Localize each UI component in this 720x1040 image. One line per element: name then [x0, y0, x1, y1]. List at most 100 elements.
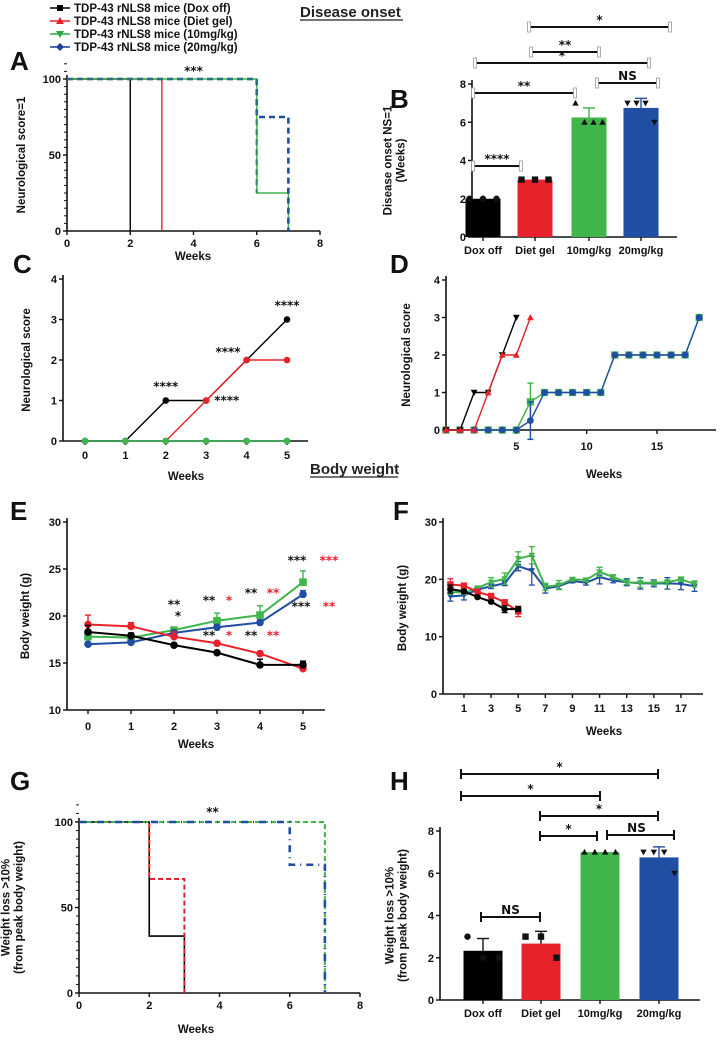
- data-point: [162, 397, 170, 404]
- x-tick-label: 1: [122, 450, 128, 462]
- series-line-20mg: [87, 593, 304, 646]
- bracket-end-cap: [519, 160, 523, 172]
- legend-label: TDP-43 rNLS8 mice (20mg/kg): [74, 42, 238, 54]
- y-axis-label: Body weight (g): [20, 573, 32, 659]
- x-axis-label: Weeks: [178, 739, 214, 751]
- y-tick-label: 0: [431, 689, 437, 701]
- data-point: [484, 389, 492, 396]
- bracket-end-cap: [471, 160, 475, 172]
- data-point: [501, 576, 508, 582]
- panel-label-f: F: [393, 496, 409, 526]
- bar-20mg: [623, 107, 659, 237]
- x-tick-label: 0: [85, 721, 91, 733]
- data-point: [127, 631, 135, 640]
- y-axis-label: Neurological score=1: [16, 96, 28, 213]
- data-point: [299, 578, 307, 586]
- x-tick-label: 2: [171, 721, 177, 733]
- bracket-end-cap: [668, 21, 672, 33]
- series-line-diet-gel: [446, 317, 532, 431]
- legend-entry-20mg: TDP-43 rNLS8 mice (20mg/kg): [50, 42, 238, 54]
- data-point: [127, 638, 135, 647]
- series-line-10mg: [446, 317, 700, 431]
- data-point: [299, 661, 307, 669]
- y-axis-label-line: Weight loss >10%: [1, 859, 13, 956]
- x-tick-label: 5: [515, 703, 521, 715]
- bar-10mg: [580, 852, 620, 1000]
- significance-label: ****: [153, 380, 179, 394]
- x-tick-label: 4: [257, 721, 264, 733]
- y-tick-label: 0: [67, 988, 73, 1000]
- series-line-diet-gel: [87, 623, 304, 670]
- bar-diet-gel: [517, 179, 553, 237]
- y-axis-label-line: Body weight (g): [397, 565, 409, 651]
- data-point: [299, 590, 307, 599]
- data-point: [464, 933, 471, 940]
- y-axis-label-line: Disease onset NS=1: [383, 105, 395, 215]
- significance-label: ***: [184, 64, 204, 78]
- significance-label: *: [226, 629, 233, 643]
- triangle-down-marker-icon: [56, 31, 64, 38]
- y-axis-label-line: Body weight (g): [20, 573, 32, 659]
- km-overlap-dash: [67, 77, 259, 193]
- data-point: [572, 99, 579, 106]
- data-point: [660, 849, 668, 856]
- data-point: [555, 389, 562, 396]
- data-point: [243, 356, 250, 364]
- x-tick-label: 2: [163, 450, 169, 462]
- significance-label: *: [527, 782, 534, 796]
- data-point: [664, 579, 671, 586]
- significance-label: ***: [292, 599, 312, 613]
- x-tick-label: 6: [287, 1000, 293, 1012]
- x-tick-label: 15: [651, 441, 663, 453]
- bracket-end-cap: [573, 87, 577, 99]
- legend-entry-dox-off: TDP-43 rNLS8 mice (Dox off): [50, 3, 231, 15]
- km-curve-20mg: [79, 820, 327, 993]
- data-point: [447, 593, 454, 600]
- data-point: [202, 437, 210, 445]
- y-axis-label-line: (Weeks): [396, 138, 408, 182]
- significance-label: **: [245, 586, 258, 600]
- panel-d-chart: 0 1 2 3 4 5 10 15 Weeks Neurological score: [401, 275, 716, 481]
- significance-label: ***: [288, 553, 308, 567]
- bracket-end-cap: [597, 46, 601, 58]
- data-point: [640, 849, 647, 856]
- data-point: [569, 576, 576, 583]
- y-axis-label-line: Weight loss >10%: [385, 867, 397, 964]
- data-point: [671, 870, 678, 877]
- bar-20mg: [639, 857, 679, 1000]
- x-tick-label: 20mg/kg: [637, 1008, 682, 1020]
- significance-label: ****: [484, 152, 510, 166]
- bracket-end-cap: [473, 57, 477, 69]
- data-point: [498, 426, 506, 434]
- data-point: [633, 100, 640, 107]
- y-tick-label: 20: [425, 574, 437, 586]
- x-tick-label: 2: [127, 238, 133, 250]
- y-tick-label: 20: [49, 611, 61, 623]
- data-point: [460, 582, 468, 589]
- data-point: [479, 954, 487, 961]
- x-tick-label: 2: [146, 1000, 152, 1012]
- bracket-end-cap: [647, 57, 651, 69]
- y-tick-label: 0: [460, 232, 466, 244]
- km-curve-diet-gel: [67, 78, 163, 231]
- x-axis-label: Weeks: [178, 1024, 214, 1036]
- x-tick-label: 5: [300, 721, 306, 733]
- significance-label: **: [203, 629, 216, 643]
- y-axis-label-line: Neurological score: [401, 303, 413, 407]
- y-axis-label-line: Neurological score=1: [16, 96, 28, 213]
- data-point: [170, 632, 178, 641]
- legend-entry-10mg: TDP-43 rNLS8 mice (10mg/kg): [50, 29, 238, 41]
- data-point: [501, 605, 508, 613]
- x-tick-label: 7: [542, 703, 548, 715]
- data-point: [512, 351, 520, 358]
- data-point: [493, 195, 500, 202]
- legend-label: TDP-43 rNLS8 mice (10mg/kg): [74, 29, 238, 41]
- legend: TDP-43 rNLS8 mice (Dox off) TDP-43 rNLS8…: [50, 3, 238, 54]
- panel-label-h: H: [390, 766, 409, 796]
- data-point: [677, 576, 685, 583]
- data-point: [625, 351, 633, 359]
- data-point: [639, 351, 647, 359]
- x-tick-label: 4: [244, 450, 251, 462]
- y-tick-label: 6: [460, 117, 466, 129]
